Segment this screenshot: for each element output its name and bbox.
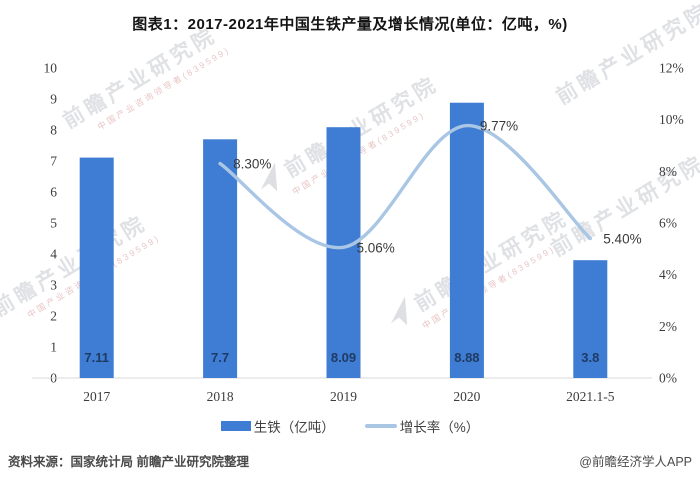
bar-value-label: 8.88 [454,350,479,365]
bar-2018 [203,139,238,378]
right-axis-tick-label: 8% [659,164,677,179]
right-axis-tick-label: 12% [659,61,684,76]
left-axis-tick-label: 5 [50,216,57,231]
bar-value-label: 8.09 [331,350,356,365]
bar-2019 [326,127,361,379]
line-series-swatch-icon [364,424,397,428]
line-value-label: 5.40% [603,232,641,247]
line-value-label: 5.06% [357,240,395,255]
growth-rate-line [218,123,592,250]
legend-item-pig-iron: 生铁（亿吨） [220,416,335,436]
bar-series-swatch-icon [220,421,251,431]
left-axis-tick-label: 1 [50,340,57,355]
right-axis-tick-label: 0% [659,371,677,386]
left-axis-tick-label: 3 [50,278,57,293]
footer: 资料来源：国家统计局 前瞻产业研究院整理 @前瞻经济学人APP [8,451,692,470]
app-credit-text: @前瞻经济学人APP [579,455,692,469]
data-source-text: 资料来源：国家统计局 前瞻产业研究院整理 [8,455,249,469]
chart-title: 图表1：2017-2021年中国生铁产量及增长情况(单位：亿吨，%) [132,16,568,33]
left-axis-tick-label: 7 [50,154,57,169]
right-axis-tick-label: 4% [659,267,677,282]
x-axis-category-label: 2020 [453,389,480,404]
left-axis-tick-label: 2 [50,309,57,324]
legend-label-growth-rate: 增长率（%） [399,420,480,435]
x-axis-category-label: 2021.1-5 [566,389,615,404]
x-axis-category-label: 2019 [330,389,357,404]
x-axis-category-label: 2017 [83,389,110,404]
left-axis-tick-label: 8 [50,123,57,138]
legend: 生铁（亿吨） 增长率（%） [0,416,700,436]
right-axis-tick-label: 2% [659,319,677,334]
bar-2017 [79,157,114,378]
bar-value-label: 7.7 [211,350,229,365]
bar-2020 [449,102,484,378]
right-axis-tick-label: 6% [659,216,677,231]
bar-2021.1-5 [573,260,608,378]
left-axis-tick-label: 4 [50,247,57,262]
right-axis-tick-label: 10% [659,112,684,127]
left-axis-tick-label: 6 [50,185,57,200]
legend-item-growth-rate: 增长率（%） [364,416,480,436]
left-axis-tick-label: 10 [44,61,58,76]
left-axis-tick-label: 9 [50,92,57,107]
bar-value-label: 3.8 [581,350,599,365]
line-value-label: 9.77% [480,119,518,134]
bar-value-label: 7.11 [84,350,109,365]
legend-label-pig-iron: 生铁（亿吨） [253,420,335,435]
line-value-label: 8.30% [233,157,271,172]
x-axis-category-label: 2018 [207,389,234,404]
